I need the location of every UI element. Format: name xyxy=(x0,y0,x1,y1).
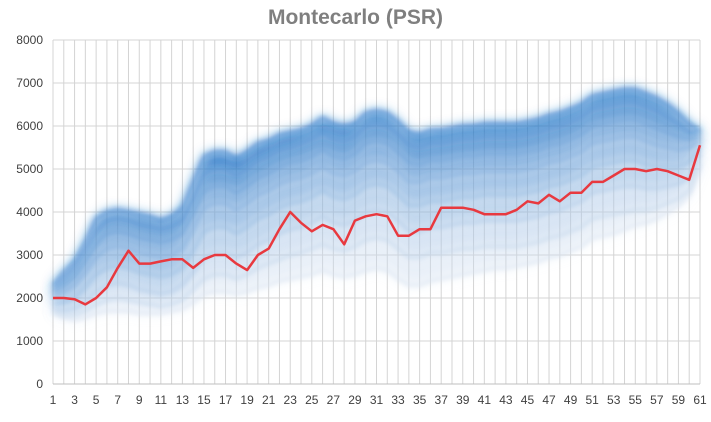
x-tick-label: 35 xyxy=(413,393,427,407)
x-tick-label: 37 xyxy=(435,393,449,407)
x-tick-label: 19 xyxy=(240,393,254,407)
simulation-line xyxy=(52,162,702,317)
simulation-band xyxy=(53,162,700,320)
x-tick-label: 31 xyxy=(370,393,384,407)
x-tick-label: 3 xyxy=(71,393,78,407)
x-tick-label: 57 xyxy=(650,393,664,407)
x-tick-label: 51 xyxy=(585,393,599,407)
y-tick-label: 8000 xyxy=(16,33,43,47)
x-tick-label: 23 xyxy=(284,393,298,407)
x-tick-label: 1 xyxy=(50,393,57,407)
y-tick-label: 1000 xyxy=(16,334,43,348)
x-tick-label: 17 xyxy=(219,393,233,407)
chart-title: Montecarlo (PSR) xyxy=(267,6,443,29)
x-tick-label: 15 xyxy=(197,393,211,407)
x-tick-label: 39 xyxy=(456,393,470,407)
y-tick-label: 6000 xyxy=(16,119,43,133)
simulation-line xyxy=(52,101,700,291)
x-tick-label: 45 xyxy=(521,393,535,407)
x-tick-label: 61 xyxy=(693,393,707,407)
x-tick-label: 9 xyxy=(136,393,143,407)
x-tick-label: 59 xyxy=(672,393,686,407)
simulation-band xyxy=(53,147,700,311)
x-tick-label: 27 xyxy=(327,393,341,407)
x-tick-label: 11 xyxy=(155,393,168,407)
y-tick-label: 3000 xyxy=(16,248,43,262)
y-tick-label: 0 xyxy=(36,377,43,391)
y-tick-label: 5000 xyxy=(16,162,43,176)
y-tick-label: 2000 xyxy=(16,291,43,305)
highlight-line-layer xyxy=(53,144,702,306)
simulation-lines-layer xyxy=(52,88,702,321)
x-tick-label: 47 xyxy=(542,393,556,407)
y-tick-label: 4000 xyxy=(16,205,43,219)
x-tick-label: 7 xyxy=(114,393,121,407)
x-tick-label: 41 xyxy=(478,393,492,407)
x-tick-label: 33 xyxy=(391,393,405,407)
x-tick-label: 21 xyxy=(262,393,276,407)
x-tick-label: 29 xyxy=(348,393,362,407)
x-tick-label: 55 xyxy=(629,393,643,407)
simulation-line xyxy=(52,166,702,321)
simulation-band xyxy=(53,154,700,316)
y-tick-label: 7000 xyxy=(16,76,43,90)
x-tick-label: 5 xyxy=(93,393,100,407)
x-tick-label: 49 xyxy=(564,393,578,407)
x-tick-label: 25 xyxy=(305,393,319,407)
simulation-line xyxy=(52,153,702,313)
simulation-band xyxy=(53,136,700,305)
x-tick-label: 43 xyxy=(499,393,513,407)
simulation-band xyxy=(53,119,700,298)
x-tick-label: 53 xyxy=(607,393,621,407)
highlight-line xyxy=(53,144,702,306)
simulation-line xyxy=(52,146,702,306)
simulation-line xyxy=(52,88,701,286)
simulation-line xyxy=(52,135,701,300)
x-tick-label: 13 xyxy=(176,393,190,407)
simulation-line xyxy=(52,118,701,295)
